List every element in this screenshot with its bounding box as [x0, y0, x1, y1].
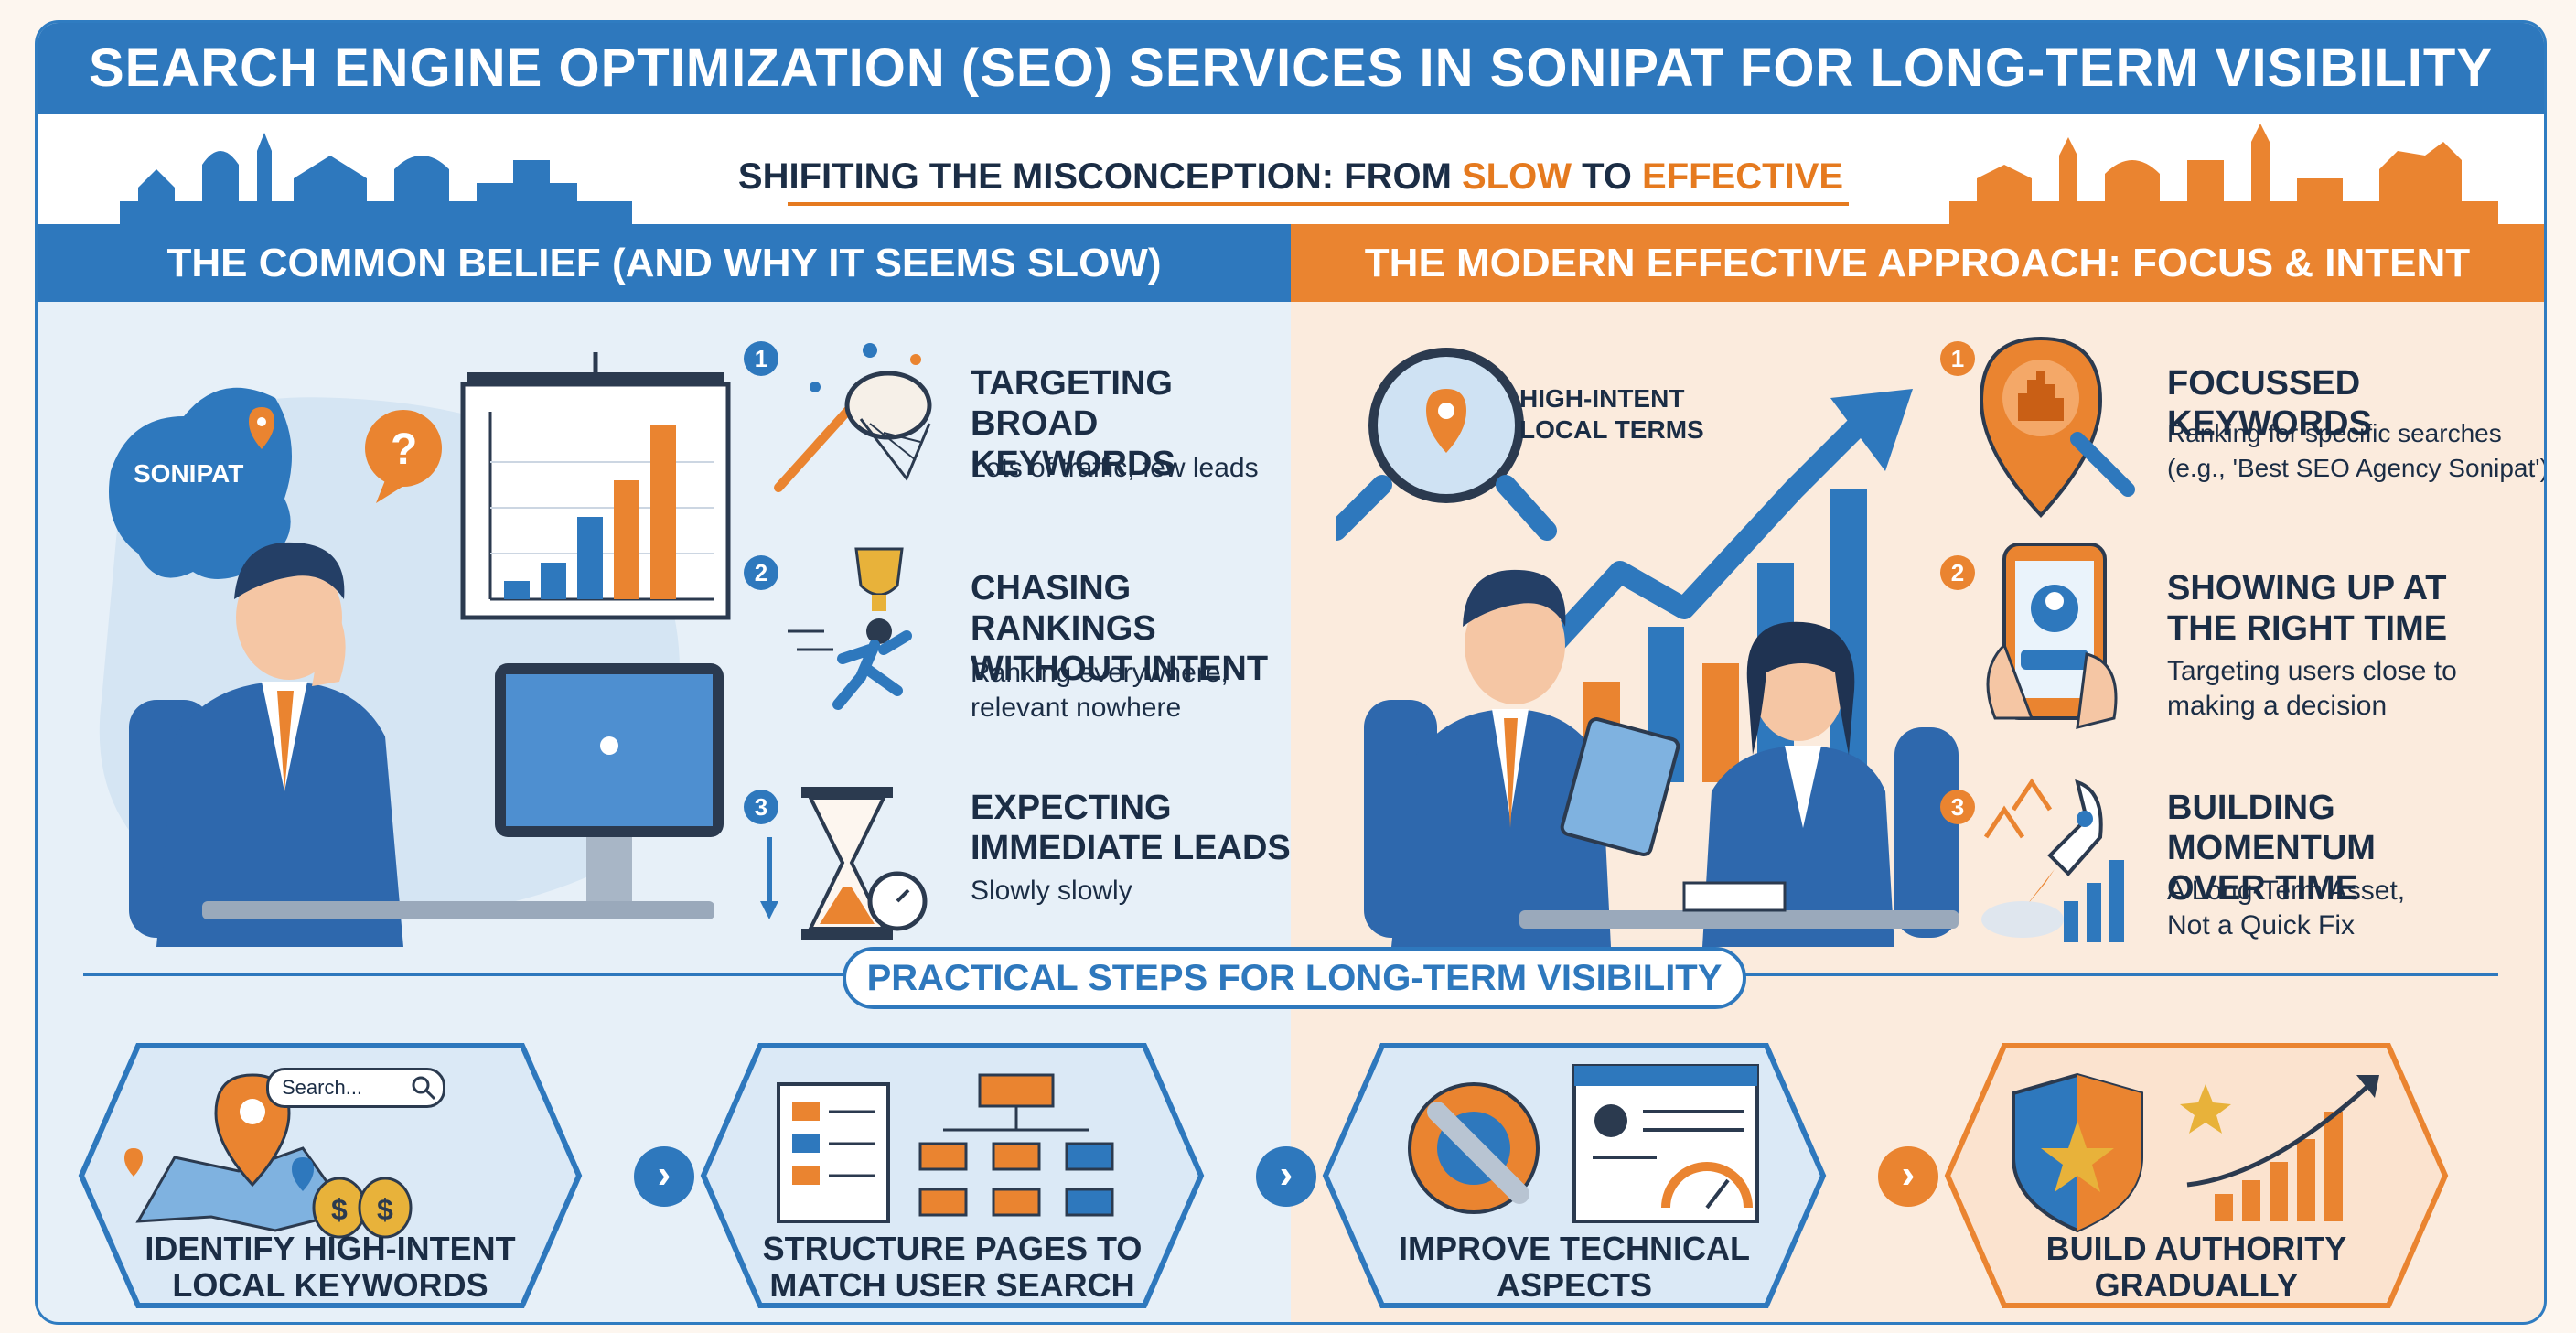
left-item-1-desc-line1: Lots of traffic, few leads — [971, 453, 1259, 483]
right-item-1-title-line1: FOCUSSED KEYWORDS — [2167, 364, 2372, 443]
step-arrow-2[interactable]: › — [1256, 1146, 1316, 1207]
right-item-3-title: BUILDING MOMENTUM OVER TIME — [2167, 788, 2544, 908]
step-3-line2: ASPECTS — [1496, 1266, 1653, 1304]
sitemap-document-icon — [777, 1073, 1114, 1223]
stressed-businessman-illustration: SONIPAT ? — [99, 352, 731, 947]
right-column-heading: THE MODERN EFFECTIVE APPROACH: FOCUS & I… — [1291, 224, 2544, 302]
subtitle-band — [38, 114, 2544, 224]
subtitle: SHIFITING THE MISCONCEPTION: FROM SLOW T… — [38, 156, 2544, 198]
right-item-1-desc-line2: (e.g., 'Best SEO Agency Sonipat') — [2167, 454, 2547, 482]
left-item-2-title-line2: WITHOUT INTENT — [971, 650, 1269, 688]
step-4-line1: BUILD AUTHORITY — [2045, 1230, 2347, 1267]
map-label: SONIPAT — [134, 459, 243, 488]
chart-board-icon — [460, 352, 731, 620]
magnifier-label-line2: LOCAL TERMS — [1519, 415, 1704, 444]
left-item-1-title: TARGETING BROAD KEYWORDS — [971, 363, 1300, 484]
location-pin-icon — [1979, 336, 2135, 518]
right-item-2-desc: Targeting users close to making a decisi… — [2167, 654, 2544, 724]
steps-heading: PRACTICAL STEPS FOR LONG-TERM VISIBILITY — [843, 947, 1746, 1009]
left-item-3-title-line1: EXPECTING — [971, 789, 1172, 827]
subtitle-prefix: SHIFITING THE MISCONCEPTION: FROM — [737, 156, 1462, 197]
search-icon — [412, 1076, 436, 1101]
step-4-line2: GRADUALLY — [2094, 1266, 2299, 1304]
rocket-growth-icon — [1981, 778, 2124, 942]
map-pin-money-icon: $ $ — [124, 1073, 413, 1239]
left-item-3-desc-line1: Slowly slowly — [971, 876, 1132, 906]
step-4-label: BUILD AUTHORITY GRADUALLY — [1940, 1231, 2453, 1304]
right-item-1-desc-line1: Ranking for specific searches — [2167, 419, 2502, 447]
right-item-3-desc: A Long-Term Asset, Not a Quick Fix — [2167, 874, 2544, 943]
left-item-1-desc: Lots of traffic, few leads — [971, 451, 1300, 486]
right-item-1-number: 1 — [1940, 341, 1975, 376]
magnifier-label-line1: HIGH-INTENT — [1519, 384, 1684, 413]
left-item-1-title-line1: TARGETING BROAD — [971, 364, 1173, 443]
left-column-heading: THE COMMON BELIEF (AND WHY IT SEEMS SLOW… — [38, 224, 1291, 302]
question-bubble-icon: ? — [365, 410, 442, 503]
gear-wrench-icon — [1408, 1064, 1759, 1223]
search-placeholder: Search... — [282, 1076, 363, 1099]
svg-text:?: ? — [391, 425, 417, 474]
step-card-2: STRUCTURE PAGES TO MATCH USER SEARCH — [696, 1038, 1208, 1313]
step-card-4: BUILD AUTHORITY GRADUALLY — [1940, 1038, 2453, 1313]
happy-team-illustration: HIGH-INTENT LOCAL TERMS — [1336, 348, 1959, 947]
right-item-2-number: 2 — [1940, 555, 1975, 590]
butterfly-net-icon — [774, 343, 932, 492]
right-item-3-title-line1: BUILDING MOMENTUM — [2167, 789, 2376, 867]
subtitle-slow: SLOW — [1462, 156, 1572, 197]
step-card-3: IMPROVE TECHNICAL ASPECTS — [1318, 1038, 1830, 1313]
left-item-1-title-line2: KEYWORDS — [971, 445, 1175, 483]
right-skyline-icon — [1949, 124, 2498, 224]
right-item-1-title: FOCUSSED KEYWORDS — [2167, 363, 2544, 444]
right-item-2-title: SHOWING UP AT THE RIGHT TIME — [2167, 568, 2544, 649]
svg-text:$: $ — [331, 1193, 348, 1226]
hexagon-frame-1 — [78, 1043, 583, 1308]
infographic-frame: SEARCH ENGINE OPTIMIZATION (SEO) SERVICE… — [35, 20, 2547, 1325]
step-3-line1: IMPROVE TECHNICAL — [1398, 1230, 1750, 1267]
left-item-2-number: 2 — [744, 555, 778, 590]
step-2-label: STRUCTURE PAGES TO MATCH USER SEARCH — [696, 1231, 1208, 1304]
page-title: SEARCH ENGINE OPTIMIZATION (SEO) SERVICE… — [38, 23, 2544, 114]
magnifier-icon — [1336, 348, 1557, 541]
right-item-2-desc-line1: Targeting users close to — [2167, 656, 2457, 686]
right-item-1-desc: Ranking for specific searches (e.g., 'Be… — [2167, 416, 2547, 486]
step-arrow-3[interactable]: › — [1878, 1146, 1938, 1207]
left-item-1-number: 1 — [744, 341, 778, 376]
subtitle-underline — [788, 202, 1849, 206]
step-2-line2: MATCH USER SEARCH — [769, 1266, 1135, 1304]
left-item-3-desc: Slowly slowly — [971, 874, 1300, 908]
right-item-3-number: 3 — [1940, 790, 1975, 824]
hourglass-stopwatch-icon — [760, 787, 928, 940]
right-item-2-title-line1: SHOWING UP AT — [2167, 569, 2447, 607]
step-1-label: IDENTIFY HIGH-INTENT LOCAL KEYWORDS — [74, 1231, 586, 1304]
step-card-1: $ $ Search... IDENTIFY HIGH-INTENT LOCAL… — [74, 1038, 586, 1313]
left-item-2-desc-line2: relevant nowhere — [971, 693, 1182, 723]
subtitle-to: TO — [1571, 156, 1643, 197]
step-3-label: IMPROVE TECHNICAL ASPECTS — [1318, 1231, 1830, 1304]
right-item-3-desc-line1: A Long-Term Asset, — [2167, 876, 2406, 906]
left-item-3-title: EXPECTING IMMEDIATE LEADS — [971, 788, 1300, 868]
step-2-line1: STRUCTURE PAGES TO — [762, 1230, 1143, 1267]
search-input[interactable]: Search... — [266, 1068, 445, 1108]
smartphone-user-icon — [1986, 543, 2118, 729]
left-item-3-title-line2: IMMEDIATE LEADS — [971, 829, 1291, 867]
left-skyline-icon — [120, 133, 632, 224]
step-1-line1: IDENTIFY HIGH-INTENT — [145, 1230, 516, 1267]
right-item-3-desc-line2: Not a Quick Fix — [2167, 910, 2356, 941]
left-item-2-title-line1: CHASING RANKINGS — [971, 569, 1156, 648]
step-arrow-1[interactable]: › — [634, 1146, 694, 1207]
subtitle-effective: EFFECTIVE — [1642, 156, 1844, 197]
svg-text:$: $ — [377, 1193, 393, 1226]
left-item-3-number: 3 — [744, 790, 778, 824]
right-item-2-title-line2: THE RIGHT TIME — [2167, 609, 2448, 648]
left-item-2-title: CHASING RANKINGS WITHOUT INTENT — [971, 568, 1318, 689]
right-item-3-title-line2: OVER TIME — [2167, 869, 2359, 908]
right-item-2-desc-line2: making a decision — [2167, 691, 2388, 721]
left-item-2-desc: Ranking everywhere, relevant nowhere — [971, 656, 1300, 726]
step-1-line2: LOCAL KEYWORDS — [172, 1266, 488, 1304]
shield-star-growth-icon — [2012, 1072, 2379, 1233]
left-item-2-desc-line1: Ranking everywhere, — [971, 658, 1229, 688]
running-trophy-icon — [788, 547, 912, 710]
sonipat-map-icon: SONIPAT — [109, 387, 292, 579]
